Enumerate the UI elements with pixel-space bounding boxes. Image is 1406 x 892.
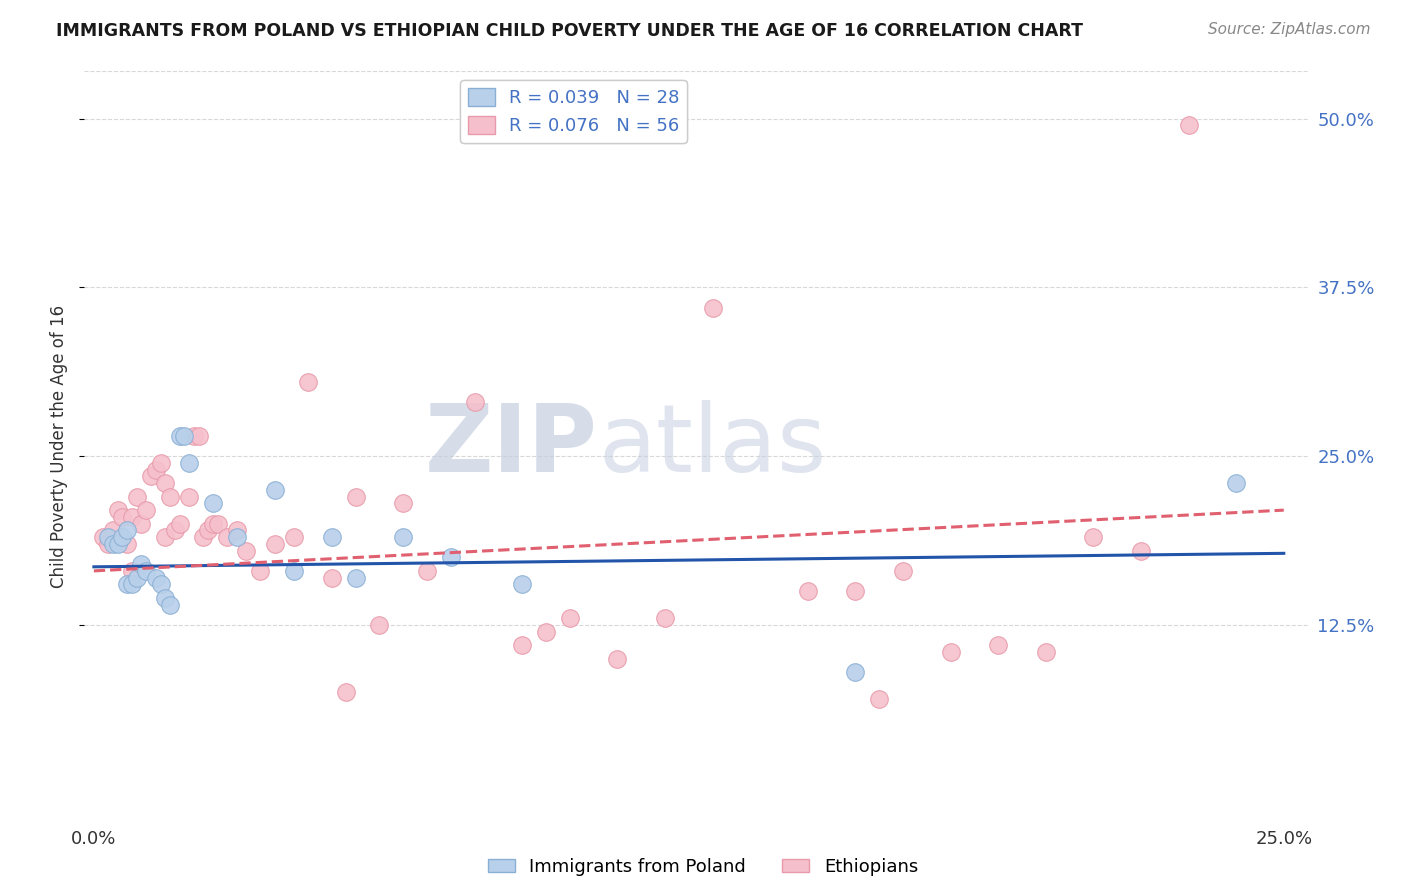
Point [283,564,305,578]
Point [93,530,115,544]
Point [159,598,181,612]
Point [169,516,191,531]
Point [510,577,533,591]
Point [702,301,724,315]
Point [177,490,200,504]
Point [844,665,866,680]
Point [249,564,271,578]
Point [149,577,172,591]
Point [606,651,628,665]
Point [111,509,134,524]
Point [558,611,581,625]
Point [392,530,415,544]
Point [197,524,219,538]
Point [987,638,1010,652]
Text: ZIP: ZIP [425,400,598,492]
Legend: Immigrants from Poland, Ethiopians: Immigrants from Poland, Ethiopians [481,851,925,883]
Point [321,530,343,544]
Point [844,584,866,599]
Point [201,496,224,510]
Point [1035,645,1057,659]
Point [510,638,533,652]
Point [368,618,391,632]
Text: atlas: atlas [598,400,827,492]
Point [121,577,143,591]
Point [177,456,200,470]
Point [193,530,215,544]
Point [139,469,162,483]
Point [183,429,205,443]
Point [464,395,486,409]
Point [225,524,247,538]
Point [101,524,124,538]
Point [1083,530,1105,544]
Point [321,571,343,585]
Point [654,611,676,625]
Point [1130,543,1153,558]
Point [125,571,148,585]
Point [868,692,890,706]
Point [939,645,962,659]
Point [155,530,177,544]
Point [111,530,134,544]
Point [173,429,195,443]
Point [135,503,157,517]
Point [163,524,186,538]
Point [131,516,153,531]
Point [97,530,120,544]
Text: IMMIGRANTS FROM POLAND VS ETHIOPIAN CHILD POVERTY UNDER THE AGE OF 16 CORRELATIO: IMMIGRANTS FROM POLAND VS ETHIOPIAN CHIL… [56,22,1083,40]
Point [440,550,463,565]
Point [187,429,209,443]
Point [297,375,319,389]
Point [115,524,138,538]
Point [107,503,129,517]
Point [392,496,415,510]
Point [145,571,167,585]
Point [155,591,177,605]
Point [131,557,153,571]
Point [344,490,367,504]
Point [263,537,285,551]
Text: Source: ZipAtlas.com: Source: ZipAtlas.com [1208,22,1371,37]
Point [534,624,557,639]
Point [201,516,224,531]
Point [125,490,148,504]
Point [207,516,229,531]
Point [1177,119,1199,133]
Point [97,537,120,551]
Y-axis label: Child Poverty Under the Age of 16: Child Poverty Under the Age of 16 [51,304,69,588]
Point [101,537,124,551]
Point [155,476,177,491]
Point [135,564,157,578]
Point [145,462,167,476]
Point [149,456,172,470]
Point [159,490,181,504]
Point [416,564,439,578]
Point [121,564,143,578]
Point [344,571,367,585]
Point [107,537,129,551]
Point [235,543,257,558]
Point [169,429,191,443]
Point [225,530,247,544]
Point [283,530,305,544]
Point [797,584,820,599]
Legend: R = 0.039   N = 28, R = 0.076   N = 56: R = 0.039 N = 28, R = 0.076 N = 56 [460,80,686,143]
Point [263,483,285,497]
Point [115,537,138,551]
Point [217,530,239,544]
Point [121,509,143,524]
Point [1225,476,1247,491]
Point [891,564,914,578]
Point [335,685,357,699]
Point [115,577,138,591]
